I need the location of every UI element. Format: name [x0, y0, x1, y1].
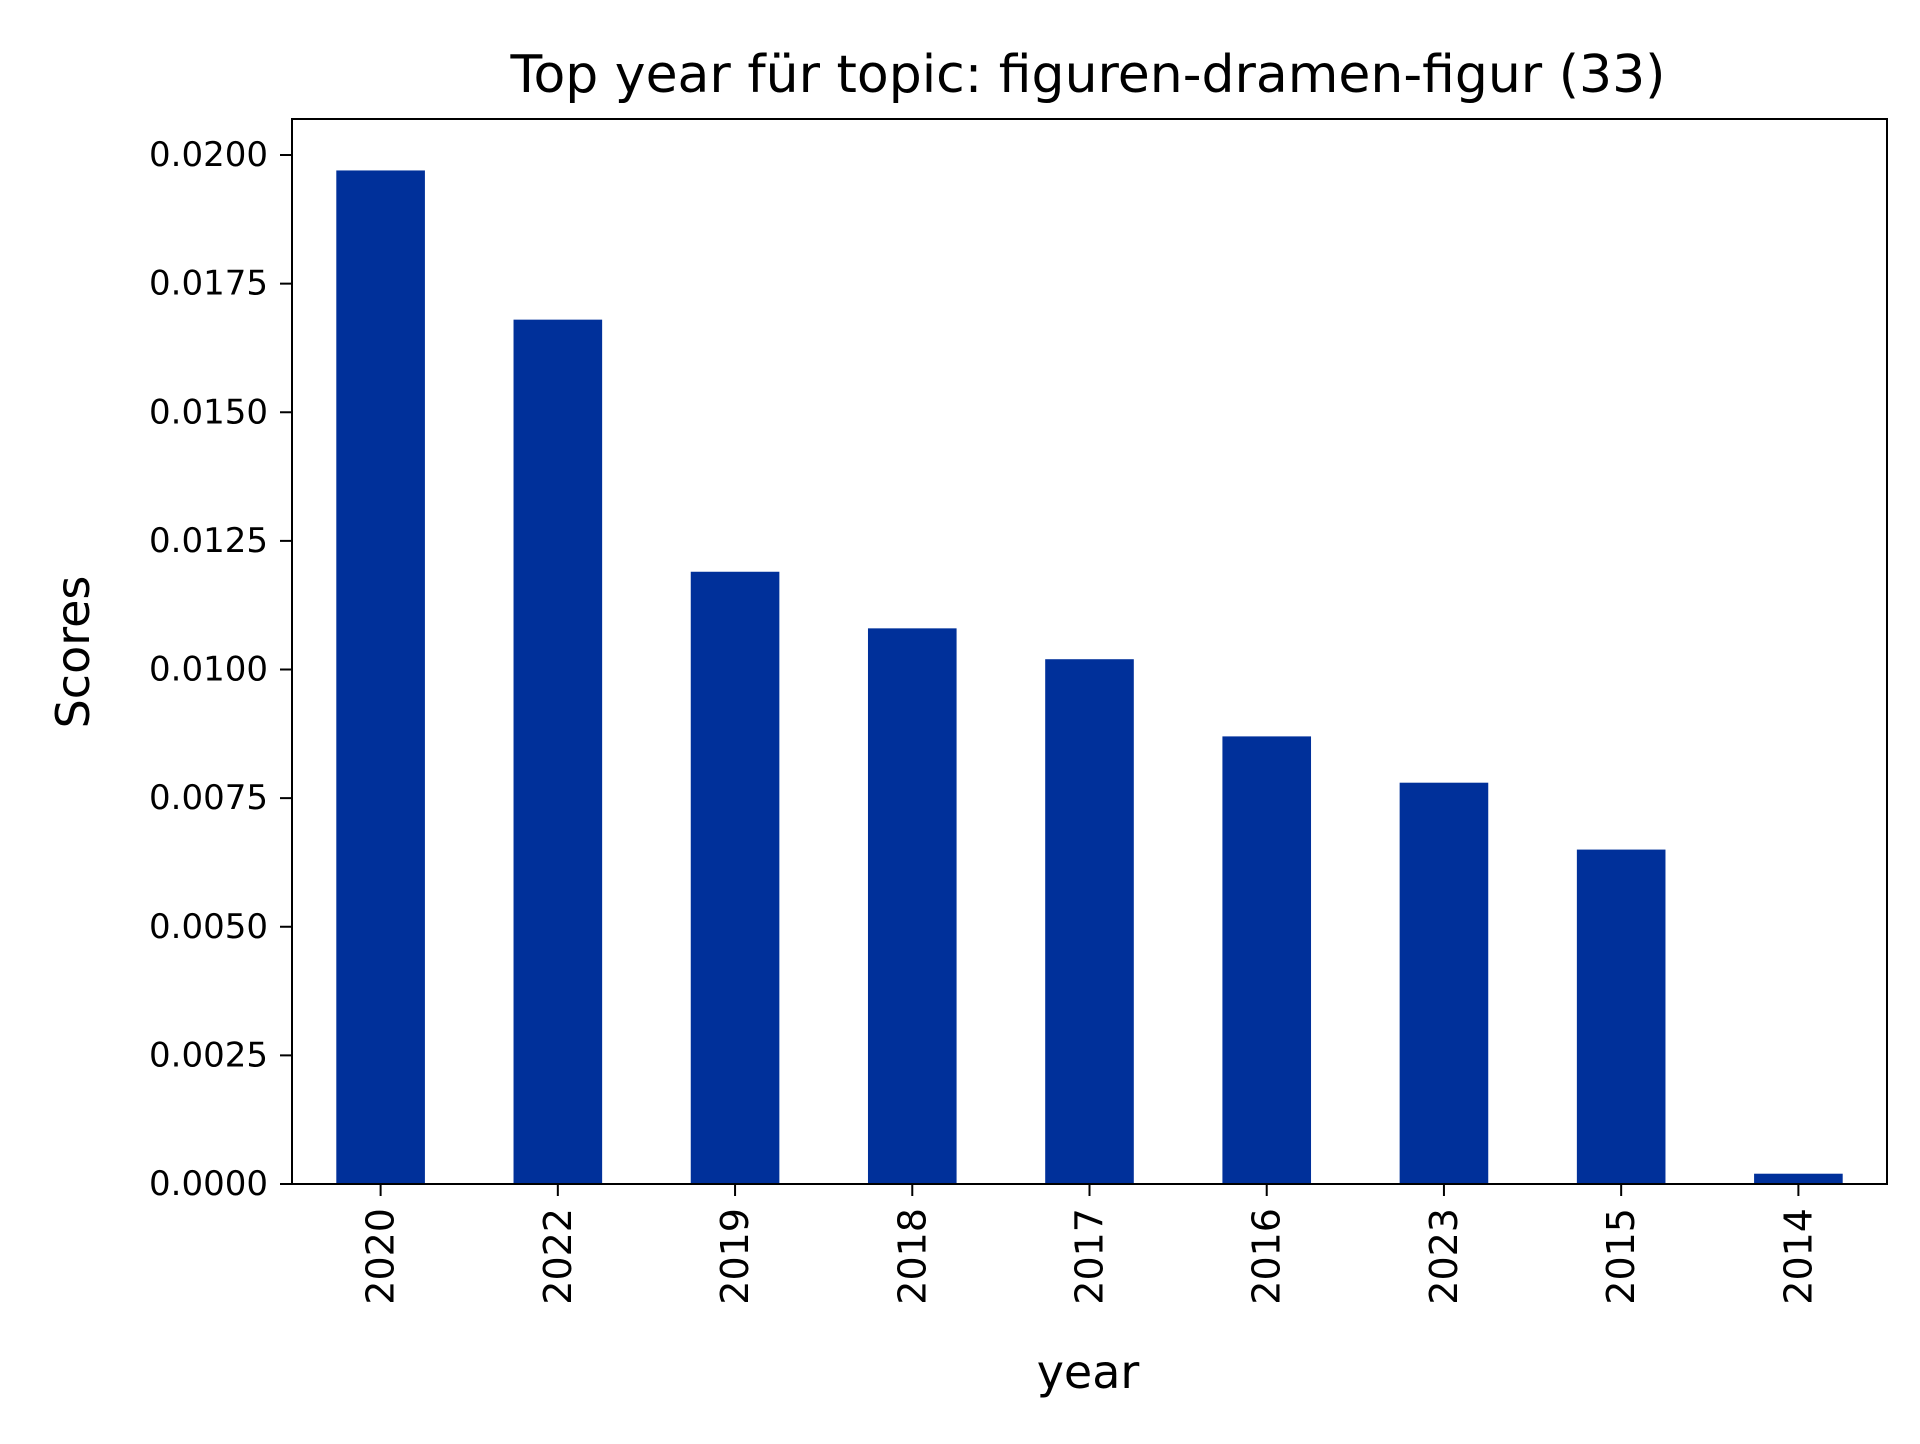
x-tick-label: 2014	[1776, 1208, 1820, 1305]
bar-2016	[1222, 736, 1312, 1184]
x-tick-label: 2020	[359, 1208, 403, 1305]
x-tick-label: 2022	[536, 1208, 580, 1305]
x-axis-label: year	[1037, 1345, 1140, 1399]
bar-2022	[513, 319, 603, 1184]
y-axis: 0.0000 0.0025 0.0050 0.0075 0.0100 0.0125 0.01…	[149, 135, 292, 1204]
y-tick-label: 0.0075	[149, 778, 268, 818]
y-axis-label: Scores	[46, 576, 100, 729]
bar-2020	[336, 170, 425, 1184]
y-tick-label: 0.0125	[149, 521, 268, 561]
x-tick-label: 2017	[1068, 1208, 1112, 1305]
bar-2014	[1754, 1173, 1843, 1184]
bar-2023	[1399, 782, 1489, 1184]
x-tick-label: 2016	[1245, 1208, 1289, 1305]
bar-2015	[1576, 849, 1666, 1184]
chart-title: Top year für topic: figuren-dramen-figur…	[510, 45, 1666, 105]
y-tick-label: 0.0100	[149, 650, 268, 690]
y-tick-label: 0.0025	[149, 1035, 268, 1075]
y-tick-label: 0.0200	[149, 135, 268, 175]
x-axis: 2020 2022 2019 2018 2017 2016 2023 2015 2014	[359, 1184, 1820, 1305]
y-tick-label: 0.0175	[149, 264, 268, 304]
bar-2018	[867, 628, 957, 1184]
y-tick-label: 0.0000	[149, 1164, 268, 1204]
y-tick-label: 0.0050	[149, 907, 268, 947]
x-tick-label: 2018	[890, 1208, 934, 1305]
bar-2017	[1045, 659, 1134, 1184]
x-tick-label: 2023	[1422, 1208, 1466, 1305]
x-tick-label: 2019	[713, 1208, 757, 1305]
y-tick-label: 0.0150	[149, 392, 268, 432]
bars-layer	[336, 170, 1843, 1184]
bar-2019	[690, 571, 780, 1184]
x-tick-label: 2015	[1599, 1208, 1643, 1305]
